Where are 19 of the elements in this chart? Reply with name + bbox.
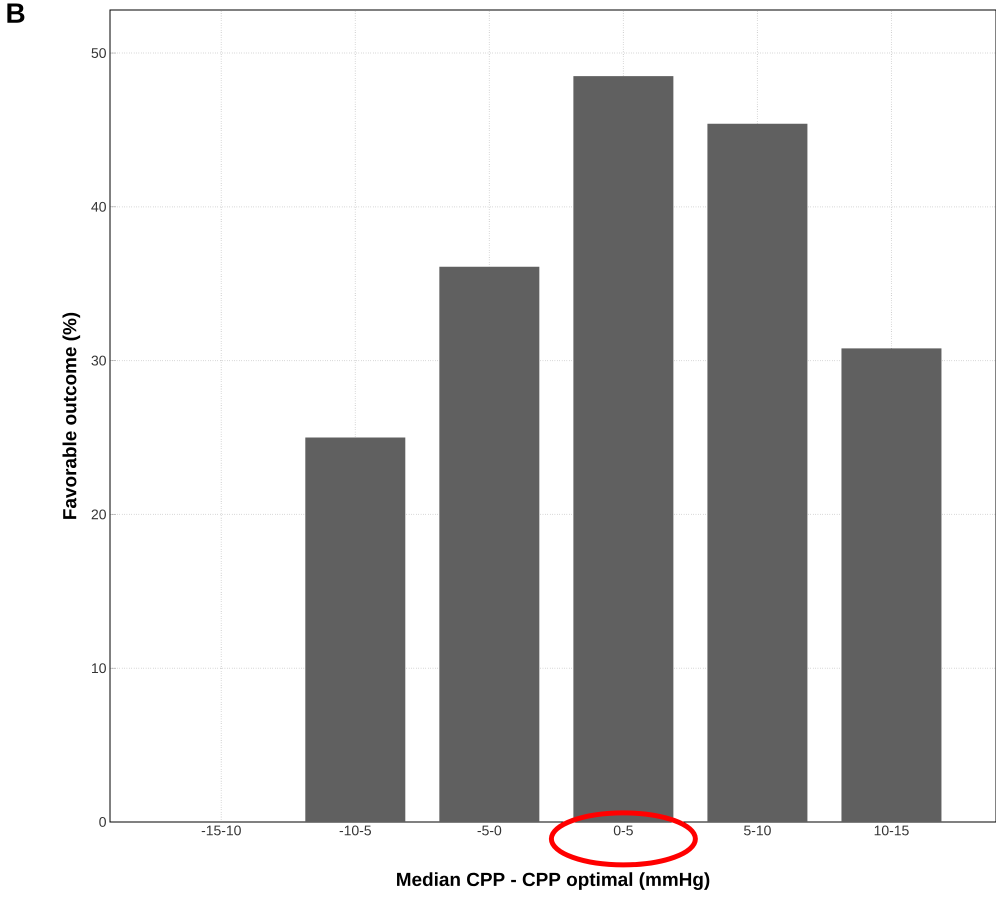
x-tick-label: -5-0 bbox=[478, 825, 502, 836]
y-tick-label: 40 bbox=[91, 202, 106, 212]
x-tick-label: 0-5 bbox=[614, 825, 633, 836]
x-tick-label: 5-10 bbox=[744, 825, 771, 836]
y-tick-label: 50 bbox=[92, 48, 106, 58]
x-tick-label: 10-15 bbox=[874, 825, 909, 836]
y-tick-label: 30 bbox=[92, 356, 106, 366]
x-axis-title: Median CPP - CPP optimal (mmHg) bbox=[397, 872, 710, 890]
text: B bbox=[7, 4, 24, 23]
bar bbox=[841, 348, 942, 822]
bar bbox=[305, 438, 406, 822]
x-tick-label: -15-10 bbox=[202, 825, 241, 836]
y-tick-label: 20 bbox=[92, 509, 106, 520]
y-tick-label: 0 bbox=[99, 817, 106, 827]
bar bbox=[439, 266, 540, 822]
bar bbox=[707, 124, 808, 822]
y-axis-title: Favorable outcome (%) bbox=[62, 312, 80, 519]
x-tick-label: -10-5 bbox=[340, 825, 371, 836]
y-tick-label: 10 bbox=[92, 663, 106, 674]
